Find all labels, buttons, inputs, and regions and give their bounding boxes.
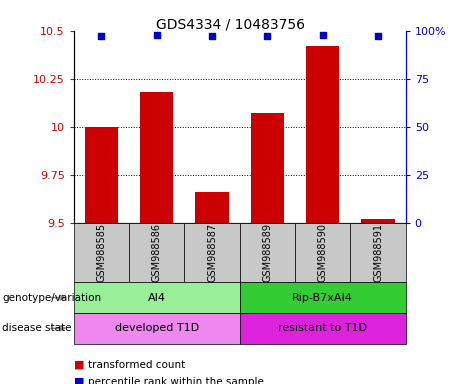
Text: percentile rank within the sample: percentile rank within the sample bbox=[88, 377, 264, 384]
Text: GSM988585: GSM988585 bbox=[96, 223, 106, 282]
Point bbox=[98, 33, 105, 40]
Text: disease state: disease state bbox=[2, 323, 72, 333]
Bar bbox=[306, 46, 339, 223]
Bar bbox=[361, 219, 395, 223]
Text: resistant to T1D: resistant to T1D bbox=[278, 323, 367, 333]
Text: GSM988586: GSM988586 bbox=[152, 223, 162, 282]
Point bbox=[208, 33, 216, 40]
Text: ■: ■ bbox=[74, 360, 84, 370]
Text: transformed count: transformed count bbox=[88, 360, 185, 370]
Point bbox=[319, 31, 326, 38]
Bar bbox=[140, 92, 173, 223]
Bar bbox=[195, 192, 229, 223]
Text: developed T1D: developed T1D bbox=[115, 323, 199, 333]
Point bbox=[264, 33, 271, 40]
Text: AI4: AI4 bbox=[148, 293, 166, 303]
Text: ■: ■ bbox=[74, 377, 84, 384]
Text: genotype/variation: genotype/variation bbox=[2, 293, 101, 303]
Bar bbox=[251, 113, 284, 223]
Text: GDS4334 / 10483756: GDS4334 / 10483756 bbox=[156, 17, 305, 31]
Text: GSM988589: GSM988589 bbox=[262, 223, 272, 282]
Text: GSM988591: GSM988591 bbox=[373, 223, 383, 282]
Point bbox=[374, 33, 382, 40]
Text: GSM988590: GSM988590 bbox=[318, 223, 328, 282]
Point bbox=[153, 31, 160, 38]
Text: GSM988587: GSM988587 bbox=[207, 223, 217, 282]
Text: Rip-B7xAI4: Rip-B7xAI4 bbox=[292, 293, 353, 303]
Bar bbox=[85, 127, 118, 223]
